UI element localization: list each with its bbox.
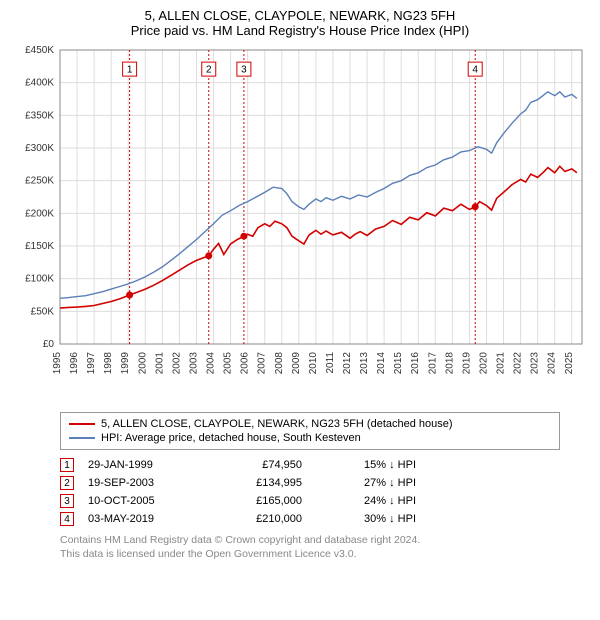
legend-swatch bbox=[69, 437, 95, 439]
svg-text:2023: 2023 bbox=[530, 352, 541, 375]
svg-text:£300K: £300K bbox=[25, 143, 54, 154]
row-marker: 2 bbox=[60, 476, 74, 490]
svg-text:1996: 1996 bbox=[69, 352, 80, 375]
svg-text:2013: 2013 bbox=[359, 352, 370, 375]
svg-text:1: 1 bbox=[127, 65, 133, 76]
svg-text:2022: 2022 bbox=[513, 352, 524, 375]
svg-text:3: 3 bbox=[241, 65, 247, 76]
svg-text:2016: 2016 bbox=[410, 352, 421, 375]
row-marker: 1 bbox=[60, 458, 74, 472]
svg-text:£200K: £200K bbox=[25, 208, 54, 219]
svg-text:2002: 2002 bbox=[171, 352, 182, 375]
legend-label: HPI: Average price, detached house, Sout… bbox=[101, 432, 361, 444]
price-chart: £0 £50K £100K £150K £200K £250K £300K £350K £400… bbox=[10, 44, 590, 404]
svg-text:2021: 2021 bbox=[496, 352, 507, 375]
svg-text:2003: 2003 bbox=[188, 352, 199, 375]
svg-text:1995: 1995 bbox=[52, 352, 63, 375]
table-row: 3 10-OCT-2005 £165,000 24% ↓ HPI bbox=[60, 492, 560, 510]
svg-text:2025: 2025 bbox=[564, 352, 575, 375]
svg-text:2008: 2008 bbox=[274, 352, 285, 375]
table-row: 2 19-SEP-2003 £134,995 27% ↓ HPI bbox=[60, 474, 560, 492]
svg-text:2010: 2010 bbox=[308, 352, 319, 375]
svg-text:2024: 2024 bbox=[547, 352, 558, 375]
legend: 5, ALLEN CLOSE, CLAYPOLE, NEWARK, NG23 5… bbox=[60, 412, 560, 450]
svg-text:£50K: £50K bbox=[31, 306, 55, 317]
row-pct: 15% ↓ HPI bbox=[316, 459, 416, 471]
footer-line-2: This data is licensed under the Open Gov… bbox=[60, 548, 560, 562]
row-marker: 3 bbox=[60, 494, 74, 508]
svg-text:2020: 2020 bbox=[478, 352, 489, 375]
svg-text:£250K: £250K bbox=[25, 176, 54, 187]
svg-text:2017: 2017 bbox=[427, 352, 438, 375]
row-pct: 30% ↓ HPI bbox=[316, 513, 416, 525]
svg-text:£100K: £100K bbox=[25, 274, 54, 285]
row-price: £134,995 bbox=[212, 477, 302, 489]
svg-text:1997: 1997 bbox=[86, 352, 97, 375]
row-pct: 24% ↓ HPI bbox=[316, 495, 416, 507]
row-price: £165,000 bbox=[212, 495, 302, 507]
row-date: 29-JAN-1999 bbox=[88, 459, 198, 471]
row-price: £74,950 bbox=[212, 459, 302, 471]
table-row: 4 03-MAY-2019 £210,000 30% ↓ HPI bbox=[60, 510, 560, 528]
row-date: 19-SEP-2003 bbox=[88, 477, 198, 489]
row-date: 03-MAY-2019 bbox=[88, 513, 198, 525]
svg-text:2007: 2007 bbox=[257, 352, 268, 375]
svg-text:£150K: £150K bbox=[25, 241, 54, 252]
footer-attribution: Contains HM Land Registry data © Crown c… bbox=[60, 534, 560, 561]
svg-text:2019: 2019 bbox=[461, 352, 472, 375]
table-row: 1 29-JAN-1999 £74,950 15% ↓ HPI bbox=[60, 456, 560, 474]
svg-text:£400K: £400K bbox=[25, 78, 54, 89]
legend-item: 5, ALLEN CLOSE, CLAYPOLE, NEWARK, NG23 5… bbox=[69, 417, 551, 431]
svg-text:£350K: £350K bbox=[25, 110, 54, 121]
svg-text:2006: 2006 bbox=[240, 352, 251, 375]
chart-subtitle: Price paid vs. HM Land Registry's House … bbox=[10, 23, 590, 38]
svg-text:£0: £0 bbox=[43, 339, 55, 350]
row-pct: 27% ↓ HPI bbox=[316, 477, 416, 489]
svg-text:2005: 2005 bbox=[223, 352, 234, 375]
svg-text:2015: 2015 bbox=[393, 352, 404, 375]
svg-text:2004: 2004 bbox=[206, 352, 217, 375]
svg-text:2: 2 bbox=[206, 65, 212, 76]
svg-text:2009: 2009 bbox=[291, 352, 302, 375]
svg-text:2014: 2014 bbox=[376, 352, 387, 375]
svg-text:2001: 2001 bbox=[154, 352, 165, 375]
svg-text:1999: 1999 bbox=[120, 352, 131, 375]
svg-text:2000: 2000 bbox=[137, 352, 148, 375]
footer-line-1: Contains HM Land Registry data © Crown c… bbox=[60, 534, 560, 548]
legend-label: 5, ALLEN CLOSE, CLAYPOLE, NEWARK, NG23 5… bbox=[101, 418, 453, 430]
legend-swatch bbox=[69, 423, 95, 425]
row-date: 10-OCT-2005 bbox=[88, 495, 198, 507]
row-price: £210,000 bbox=[212, 513, 302, 525]
svg-text:2018: 2018 bbox=[444, 352, 455, 375]
svg-text:2012: 2012 bbox=[342, 352, 353, 375]
transactions-table: 1 29-JAN-1999 £74,950 15% ↓ HPI 2 19-SEP-2003… bbox=[60, 456, 560, 528]
legend-item: HPI: Average price, detached house, Sout… bbox=[69, 431, 551, 445]
svg-text:1998: 1998 bbox=[103, 352, 114, 375]
svg-text:2011: 2011 bbox=[325, 352, 336, 374]
row-marker: 4 bbox=[60, 512, 74, 526]
chart-title: 5, ALLEN CLOSE, CLAYPOLE, NEWARK, NG23 5… bbox=[10, 8, 590, 23]
svg-text:4: 4 bbox=[472, 65, 478, 76]
svg-text:£450K: £450K bbox=[25, 45, 54, 56]
